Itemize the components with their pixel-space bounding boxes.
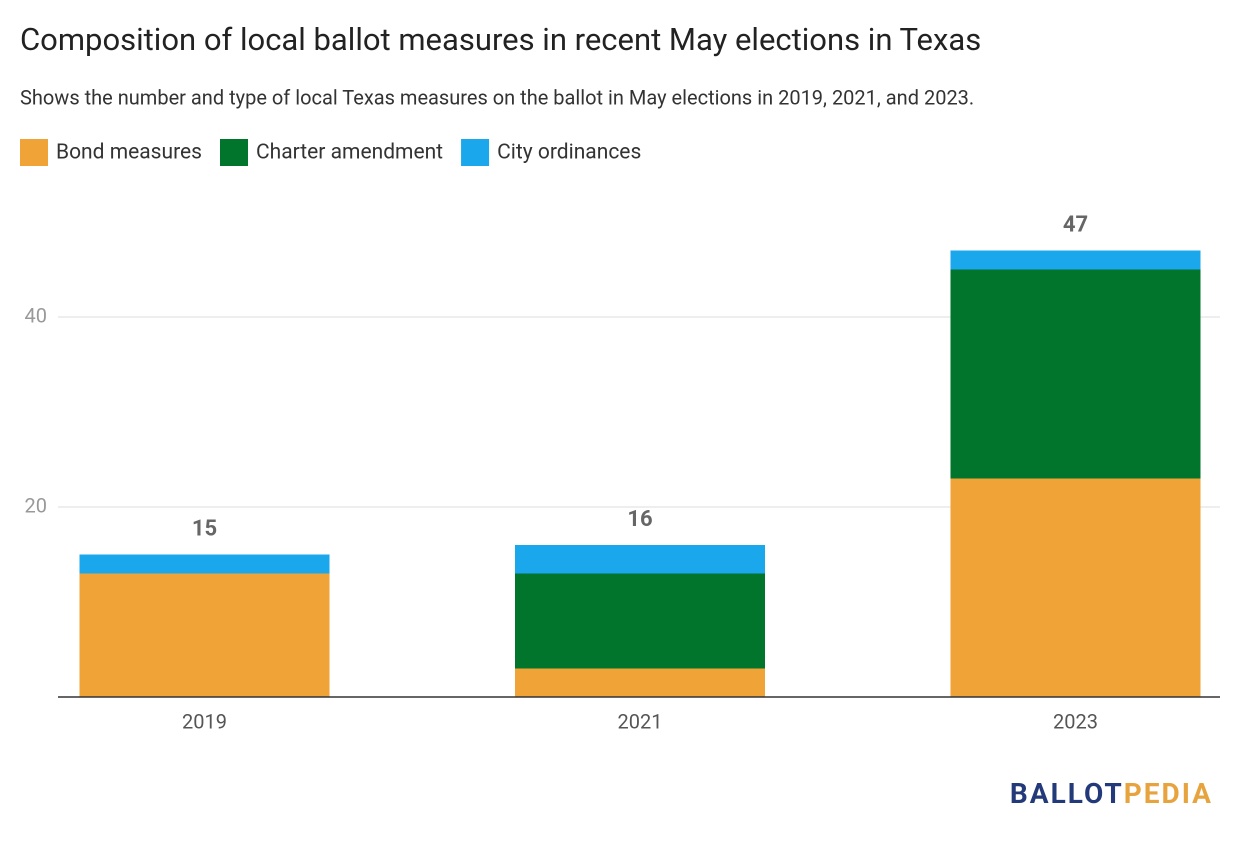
legend-label: City ordinances — [497, 141, 641, 165]
legend-swatch — [20, 139, 48, 166]
bar-segment — [79, 573, 330, 697]
bar-segment — [950, 478, 1201, 697]
bar-segment — [515, 573, 765, 669]
legend-label: Bond measures — [56, 141, 202, 165]
chart-subtitle: Shows the number and type of local Texas… — [20, 85, 974, 109]
bar-segment — [79, 554, 330, 574]
legend-swatch — [220, 139, 248, 166]
bar-segment — [515, 545, 765, 574]
bar-segment — [515, 668, 765, 697]
x-tick-label: 2021 — [618, 709, 663, 733]
logo-first: BALLOT — [1010, 777, 1124, 810]
logo: BALLOTPEDIA — [1010, 777, 1213, 810]
chart-title: Composition of local ballot measures in … — [20, 21, 981, 58]
y-tick-label: 40 — [25, 303, 47, 327]
total-label: 47 — [1063, 212, 1088, 237]
y-tick-label: 20 — [25, 493, 47, 517]
legend: Bond measures Charter amendment City ordin… — [20, 139, 641, 166]
bar-segment — [950, 250, 1201, 270]
total-label: 16 — [627, 507, 652, 532]
x-tick-label: 2019 — [182, 709, 227, 733]
x-tick-label: 2023 — [1053, 709, 1098, 733]
total-label: 15 — [192, 516, 217, 541]
legend-label: Charter amendment — [256, 141, 443, 165]
legend-swatch — [461, 139, 490, 166]
logo-second: PEDIA — [1124, 777, 1213, 810]
bar-segment — [950, 269, 1201, 479]
